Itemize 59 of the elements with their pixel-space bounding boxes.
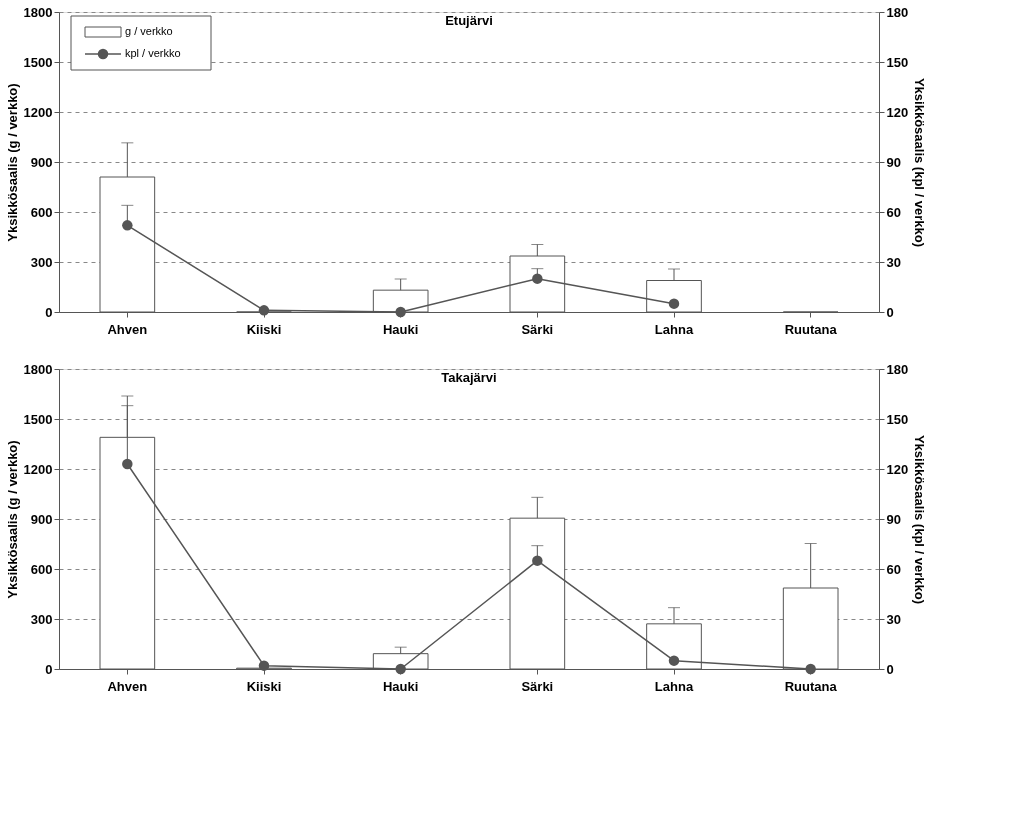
point: [668, 298, 680, 309]
legend-label: kpl / verkko: [125, 47, 181, 59]
x-tick-label: Ruutana: [784, 321, 838, 337]
point: [122, 458, 133, 470]
point: [532, 273, 543, 284]
y-tick-label: 1500: [23, 54, 53, 70]
y2-tick-label: 30: [886, 611, 901, 627]
point: [258, 305, 270, 316]
point: [805, 663, 816, 675]
y2-tick-label: 150: [886, 411, 909, 427]
x-tick-label: Särki: [521, 321, 554, 337]
y2-tick-label: 60: [886, 204, 901, 220]
y2-tick-label: 30: [886, 254, 901, 270]
y2-axis-title: Yksikkösaalis (kpl / verkko): [912, 77, 928, 248]
x-tick-label: Ahven: [107, 321, 148, 337]
y-tick-label: 1500: [23, 411, 53, 427]
y-tick-label: 0: [45, 304, 53, 320]
y-tick-label: 300: [30, 611, 53, 627]
point: [532, 555, 543, 566]
x-tick-label: Ruutana: [784, 678, 838, 694]
y2-tick-label: 90: [886, 154, 901, 170]
y2-tick-label: 0: [886, 661, 894, 677]
x-tick-label: Hauki: [382, 321, 419, 337]
y-tick-label: 1800: [23, 4, 53, 20]
x-tick-label: Lahna: [654, 321, 694, 337]
x-tick-label: Kiiski: [246, 321, 282, 337]
point: [395, 306, 406, 318]
y-axis-title: Yksikkösaalis (g / verkko): [4, 83, 20, 242]
point: [395, 663, 406, 675]
y2-tick-label: 120: [886, 104, 909, 120]
y2-tick-label: 120: [886, 461, 909, 477]
y2-tick-label: 0: [886, 304, 894, 320]
y-tick-label: 300: [30, 254, 53, 270]
point: [668, 655, 680, 666]
y-axis-title: Yksikkösaalis (g / verkko): [4, 440, 20, 599]
point: [258, 660, 270, 671]
y-tick-label: 900: [30, 511, 53, 527]
x-tick-label: Hauki: [382, 678, 419, 694]
y-tick-label: 1800: [23, 361, 53, 377]
y2-tick-label: 180: [886, 4, 909, 20]
y-tick-label: 600: [30, 204, 53, 220]
y2-tick-label: 150: [886, 54, 909, 70]
legend-label: g / verkko: [125, 25, 173, 37]
y-tick-label: 1200: [23, 461, 53, 477]
y-tick-label: 600: [30, 561, 53, 577]
y-tick-label: 0: [45, 661, 53, 677]
x-tick-label: Kiiski: [246, 678, 282, 694]
x-tick-label: Lahna: [654, 678, 694, 694]
y2-tick-label: 90: [886, 511, 901, 527]
point: [122, 220, 133, 231]
x-tick-label: Ahven: [107, 678, 148, 694]
y2-tick-label: 180: [886, 361, 909, 377]
y2-tick-label: 60: [886, 561, 901, 577]
chart-title: Takajärvi: [441, 370, 497, 385]
y2-axis-title: Yksikkösaalis (kpl / verkko): [912, 434, 928, 605]
x-tick-label: Särki: [521, 678, 554, 694]
y-tick-label: 1200: [23, 104, 53, 120]
y-tick-label: 900: [30, 154, 53, 170]
chart-title: Etujärvi: [445, 13, 493, 28]
